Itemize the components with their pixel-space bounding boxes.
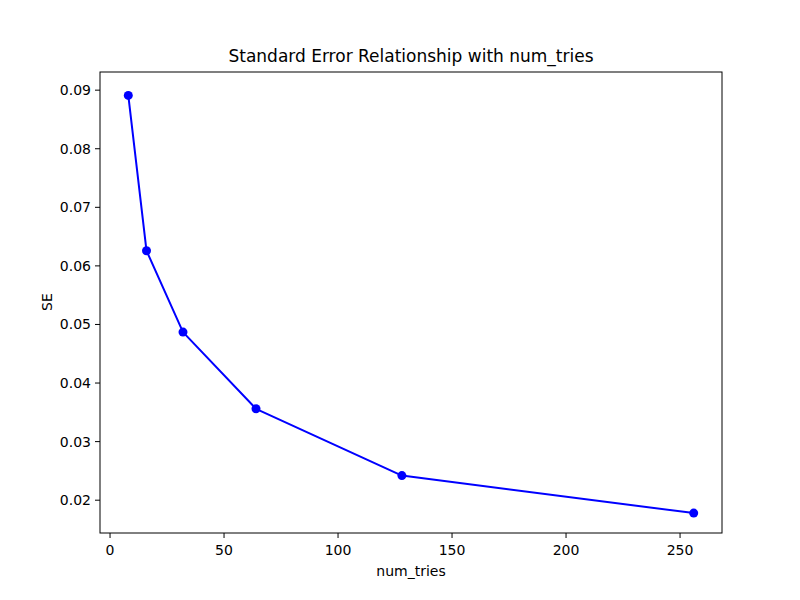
y-tick-label: 0.03 bbox=[60, 434, 91, 450]
x-tick-label: 250 bbox=[667, 542, 694, 558]
data-point-marker bbox=[397, 471, 406, 480]
y-tick-label: 0.04 bbox=[60, 375, 91, 391]
y-tick-label: 0.02 bbox=[60, 492, 91, 508]
x-tick-label: 200 bbox=[553, 542, 580, 558]
y-tick-label: 0.06 bbox=[60, 258, 91, 274]
y-tick-label: 0.08 bbox=[60, 141, 91, 157]
plot-area: 0 50 100 150 200 250 0.02 0.03 0.04 0.05 0.06 0.07 0… bbox=[0, 0, 800, 600]
x-tick-label: 150 bbox=[439, 542, 466, 558]
data-point-marker bbox=[142, 246, 151, 255]
data-point-marker bbox=[689, 509, 698, 518]
figure: 0 50 100 150 200 250 0.02 0.03 0.04 0.05 0.06 0.07 0… bbox=[0, 0, 800, 600]
y-tick-label: 0.07 bbox=[60, 199, 91, 215]
x-tick-label: 50 bbox=[215, 542, 233, 558]
x-tick-label: 0 bbox=[106, 542, 115, 558]
axes-frame bbox=[100, 72, 722, 533]
se-line bbox=[128, 95, 693, 513]
data-point-marker bbox=[252, 404, 261, 413]
chart-title: Standard Error Relationship with num_tri… bbox=[100, 46, 722, 66]
y-axis-label: SE bbox=[39, 290, 55, 314]
data-point-marker bbox=[124, 91, 133, 100]
data-point-marker bbox=[179, 328, 188, 337]
y-tick-label: 0.09 bbox=[60, 82, 91, 98]
x-tick-label: 100 bbox=[325, 542, 352, 558]
y-tick-label: 0.05 bbox=[60, 316, 91, 332]
x-axis-label: num_tries bbox=[100, 563, 722, 579]
